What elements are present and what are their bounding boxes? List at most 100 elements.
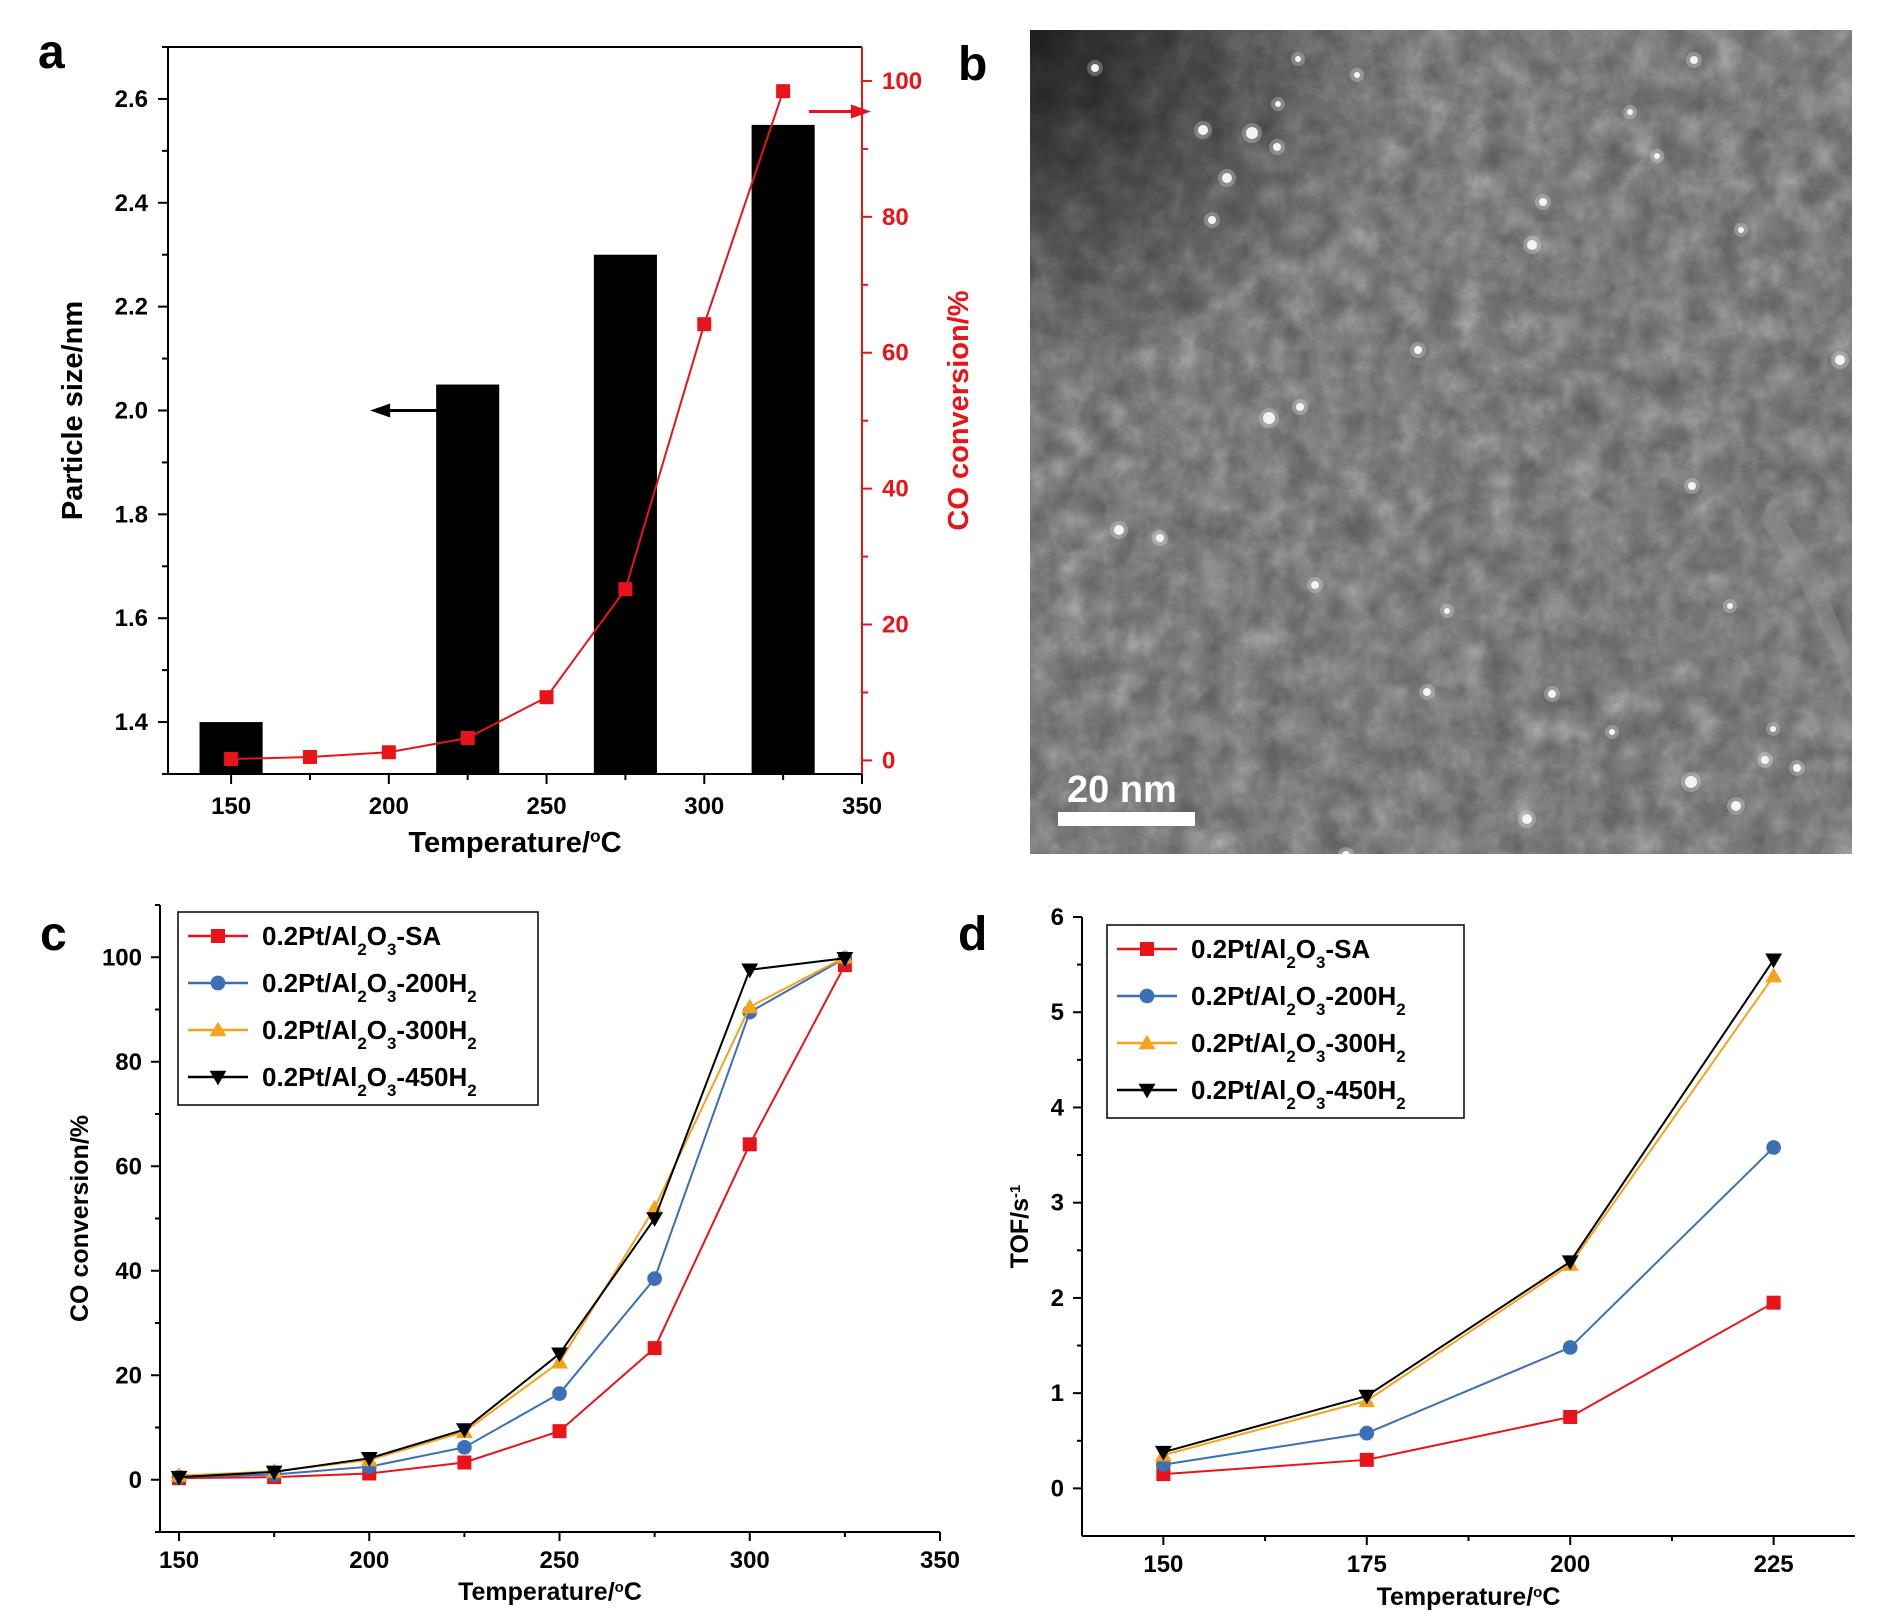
particle [1522, 814, 1532, 824]
x-axis-title: Temperature/oC [1377, 1583, 1561, 1611]
y-axis-title: Particle size/nm [57, 301, 89, 520]
series-2-point-250 [552, 1386, 567, 1401]
y-tick-label: 4 [1051, 1094, 1065, 1121]
legend-marker [1138, 1034, 1156, 1050]
x-tick-label: 300 [730, 1547, 770, 1574]
particle [1444, 608, 1450, 614]
x-axis-title: Temperature/oC [458, 1578, 642, 1606]
series-2-point-275 [647, 1271, 662, 1286]
y-tick-label: 2.2 [115, 294, 148, 321]
chart-panel-d: 150 175 200 225 0 1 2 3 4 5 6 Temperature/oC TOF/s-1… [1006, 904, 1855, 1611]
conversion-point-225 [460, 730, 475, 745]
x-tick-label: 175 [1347, 1551, 1387, 1578]
y-tick-label: 2.6 [115, 86, 148, 113]
y2-tick-label: 20 [882, 612, 909, 639]
x-tick-label: 300 [684, 793, 724, 820]
y-axis-title: CO conversion/% [66, 1115, 94, 1322]
y-tick-label: 1.4 [115, 709, 149, 736]
particle [1539, 198, 1547, 206]
y-tick-label: 60 [115, 1153, 142, 1180]
series-2-point-175 [1359, 1425, 1375, 1441]
chart-panel-a: 150 200 250 300 350 1.4 1.6 1.8 2.0 2.2 2.4 2.6 0 20 4… [57, 46, 975, 859]
bar-275 [593, 254, 657, 774]
panel-label-a: a [38, 26, 65, 79]
particle [1275, 101, 1281, 107]
legend: 0.2Pt/Al2O3-SA 0.2Pt/Al2O3-200H2 0.2Pt/Al2… [1106, 924, 1465, 1119]
particle [1738, 227, 1744, 233]
series-3-point-300 [741, 998, 759, 1014]
particle [1423, 688, 1431, 696]
particle [1273, 143, 1281, 151]
y-tick-label: 80 [115, 1049, 142, 1076]
x-tick-label: 350 [920, 1547, 960, 1574]
particle [1208, 216, 1216, 224]
series-3-point-275 [646, 1199, 664, 1215]
particle [1548, 690, 1556, 698]
y-tick-label: 2.0 [115, 398, 148, 425]
conversion-point-300 [697, 317, 712, 332]
x-tick-label: 150 [159, 1547, 199, 1574]
micrograph-panel-b: 20 nm [1030, 30, 1852, 854]
series-1-point-225 [1766, 1295, 1781, 1310]
scale-bar [1058, 812, 1195, 826]
legend-marker [1139, 988, 1155, 1004]
legend-entry-1: 0.2Pt/Al2O3-SA [262, 921, 441, 959]
particle [1690, 56, 1698, 64]
legend-marker [210, 975, 226, 991]
particle [1311, 581, 1319, 589]
x-tick-label: 250 [539, 1547, 579, 1574]
series-4-point-300 [741, 963, 759, 979]
series-4-point-250 [551, 1347, 568, 1363]
y2-tick-label: 60 [882, 340, 909, 367]
y-tick-label: 1 [1051, 1380, 1064, 1407]
particle [1654, 153, 1660, 159]
series-1-point-200 [1563, 1409, 1578, 1424]
micrograph-dark-corner [1030, 30, 1852, 854]
series-line-4 [1163, 959, 1775, 1454]
x-tick-label: 150 [211, 793, 251, 820]
micrograph-particles [1087, 52, 1849, 854]
x-tick-label: 250 [527, 793, 567, 820]
chart-panel-c: 150 200 250 300 350 0 20 40 60 80 100 Temperature/o… [66, 904, 960, 1606]
conversion-point-250 [539, 690, 554, 705]
series-1-point-225 [457, 1455, 472, 1470]
legend: 0.2Pt/Al2O3-SA 0.2Pt/Al2O3-200H2 0.2Pt/Al2… [177, 911, 539, 1106]
x-tick-label: 200 [349, 1547, 389, 1574]
series-line-1 [179, 964, 846, 1480]
particle [1198, 125, 1208, 135]
particle [1222, 173, 1232, 183]
series-1-point-175 [1359, 1452, 1374, 1467]
particle [1263, 412, 1275, 424]
y-tick-label: 2 [1051, 1285, 1064, 1312]
x-tick-label: 350 [842, 793, 882, 820]
panel-label-d: d [958, 908, 987, 961]
particle [1295, 56, 1301, 62]
y-tick-label: 1.8 [115, 501, 148, 528]
y2-tick-label: 100 [882, 68, 922, 95]
scale-bar-label: 20 nm [1067, 769, 1177, 811]
legend-entry-2: 0.2Pt/Al2O3-200H2 [1191, 981, 1406, 1019]
legend-entry-4: 0.2Pt/Al2O3-450H2 [262, 1062, 477, 1100]
micrograph-edge-feature [1760, 500, 1852, 700]
y-tick-label: 2.4 [115, 190, 149, 217]
y-tick-label: 5 [1051, 999, 1064, 1026]
y-tick-label: 0 [1051, 1475, 1064, 1502]
left-arrow-head [370, 403, 391, 418]
series-line-4 [178, 957, 845, 1479]
series-2-point-200 [1562, 1340, 1578, 1355]
legend-entry-3: 0.2Pt/Al2O3-300H2 [262, 1015, 477, 1053]
series-4-point-225 [1765, 953, 1783, 969]
legend-entry-3: 0.2Pt/Al2O3-300H2 [1191, 1028, 1406, 1066]
conversion-point-275 [618, 582, 633, 597]
series-4-point-200 [1561, 1255, 1579, 1271]
series-4-point-175 [265, 1465, 283, 1481]
particle [1342, 851, 1350, 854]
particle [1091, 64, 1099, 72]
legend-marker [209, 1021, 227, 1037]
panel-label-c: c [40, 908, 67, 961]
y-axis-title: TOF/s-1 [1006, 1185, 1034, 1269]
y-tick-label: 3 [1051, 1190, 1064, 1217]
series-1-point-300 [742, 1137, 757, 1152]
conversion-point-150 [224, 752, 239, 767]
right-arrow-head [850, 104, 871, 119]
